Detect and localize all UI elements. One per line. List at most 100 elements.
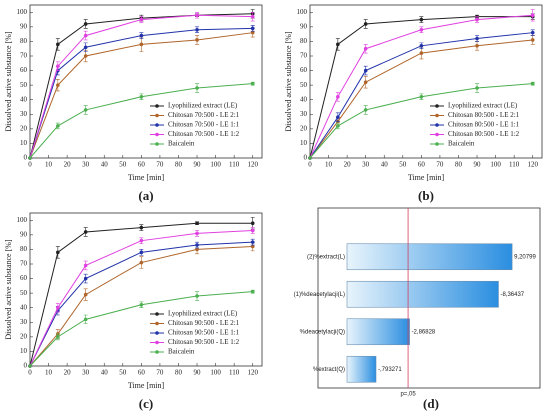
series-line: [309, 16, 533, 159]
data-point: [83, 317, 88, 322]
plot-frame: [309, 4, 543, 159]
y-tick-label: 100: [297, 8, 308, 16]
data-point: [336, 124, 340, 128]
x-tick-label: 80: [455, 161, 463, 169]
data-point: [56, 83, 60, 87]
x-tick-label: 20: [64, 369, 72, 377]
data-point: [250, 289, 255, 294]
x-tick-label: 100: [490, 161, 501, 169]
category-label: %extract(Q): [313, 367, 345, 373]
y-tick-label: 100: [17, 8, 28, 16]
y-tick-label: 20: [20, 332, 28, 340]
threshold-label: p=,05: [400, 392, 416, 398]
data-point: [83, 33, 88, 38]
bar: [346, 280, 499, 308]
legend-marker: [435, 123, 439, 127]
data-point: [250, 81, 255, 86]
legend-marker: [155, 350, 159, 354]
data-point: [363, 108, 368, 112]
x-axis-label: Time [min]: [128, 381, 165, 390]
legend-marker: [435, 113, 439, 118]
series-line: [29, 291, 253, 367]
y-tick-label: 0: [24, 154, 28, 162]
y-tick-label: 20: [300, 124, 308, 132]
data-point: [195, 86, 199, 90]
legend-label: Baicalein: [168, 348, 195, 356]
data-point: [419, 27, 424, 32]
series-line: [29, 83, 253, 159]
x-tick-label: 50: [399, 161, 407, 169]
x-axis-label: Time [min]: [128, 173, 165, 182]
x-tick-label: 40: [101, 161, 109, 169]
y-tick-label: 40: [20, 303, 28, 311]
category-label: (1)%deacetylacji(L): [294, 292, 345, 298]
plot-frame: [29, 212, 263, 367]
y-tick-label: 100: [17, 216, 28, 224]
series-line: [29, 241, 253, 367]
x-tick-label: 110: [229, 161, 240, 169]
legend-label: Baicalein: [448, 140, 475, 148]
data-point: [250, 228, 255, 233]
series-line: [29, 14, 253, 159]
data-point: [28, 156, 32, 160]
x-tick-label: 100: [210, 369, 221, 377]
legend-label: Chitosan 80:500 - LE 1:1: [448, 121, 520, 129]
x-tick-label: 110: [509, 161, 520, 169]
data-point: [195, 221, 199, 225]
x-tick-label: 90: [474, 161, 482, 169]
y-tick-label: 80: [20, 245, 28, 253]
series-line: [29, 229, 253, 367]
x-tick-label: 30: [82, 161, 90, 169]
series-line: [29, 27, 253, 159]
data-point: [139, 303, 144, 307]
data-point: [195, 38, 199, 42]
data-point: [139, 95, 144, 99]
data-point: [475, 44, 479, 48]
data-point: [195, 294, 199, 298]
x-tick-label: 0: [308, 161, 312, 169]
x-tick-label: 120: [247, 369, 258, 377]
data-point: [139, 225, 144, 230]
data-point: [83, 108, 88, 112]
legend-label: Chitosan 90:500 - LE 1:2: [168, 338, 240, 346]
x-tick-label: 110: [229, 369, 240, 377]
y-tick-label: 90: [20, 22, 28, 30]
series-line: [309, 14, 533, 159]
y-tick-label: 80: [300, 37, 308, 45]
data-point: [363, 80, 368, 85]
legend-label: Lyophilized extract (LE): [168, 310, 238, 318]
y-tick-label: 70: [20, 260, 28, 268]
data-point: [363, 68, 368, 73]
y-tick-label: 0: [304, 154, 308, 162]
data-point: [28, 364, 32, 368]
data-point: [336, 115, 340, 119]
value-label: -8,36437: [500, 292, 524, 298]
legend-marker: [435, 142, 439, 146]
y-tick-label: 50: [20, 81, 28, 89]
y-tick-label: 30: [300, 110, 308, 118]
data-point: [530, 30, 535, 35]
x-tick-label: 30: [362, 161, 370, 169]
x-tick-label: 40: [101, 369, 109, 377]
legend-label: Chitosan 80:500 - LE 1:2: [448, 130, 520, 138]
x-tick-label: 70: [156, 369, 164, 377]
series-line: [309, 83, 533, 159]
data-point: [56, 64, 60, 68]
legend-marker: [155, 331, 159, 335]
y-tick-label: 20: [20, 124, 28, 132]
data-point: [419, 51, 424, 55]
data-point: [250, 221, 255, 225]
data-point: [139, 17, 144, 22]
x-tick-label: 10: [45, 161, 53, 169]
legend-marker: [155, 113, 159, 118]
bar: [346, 243, 513, 271]
data-point: [139, 260, 144, 265]
y-tick-label: 0: [24, 362, 28, 370]
x-tick-label: 30: [82, 369, 90, 377]
legend-marker: [155, 312, 159, 316]
y-axis-label: Dissolved active substance [%]: [4, 31, 13, 132]
data-point: [83, 263, 88, 268]
x-tick-label: 70: [156, 161, 164, 169]
legend-label: Chitosan 90:500 - LE 1:1: [168, 329, 240, 337]
x-tick-label: 60: [138, 369, 146, 377]
